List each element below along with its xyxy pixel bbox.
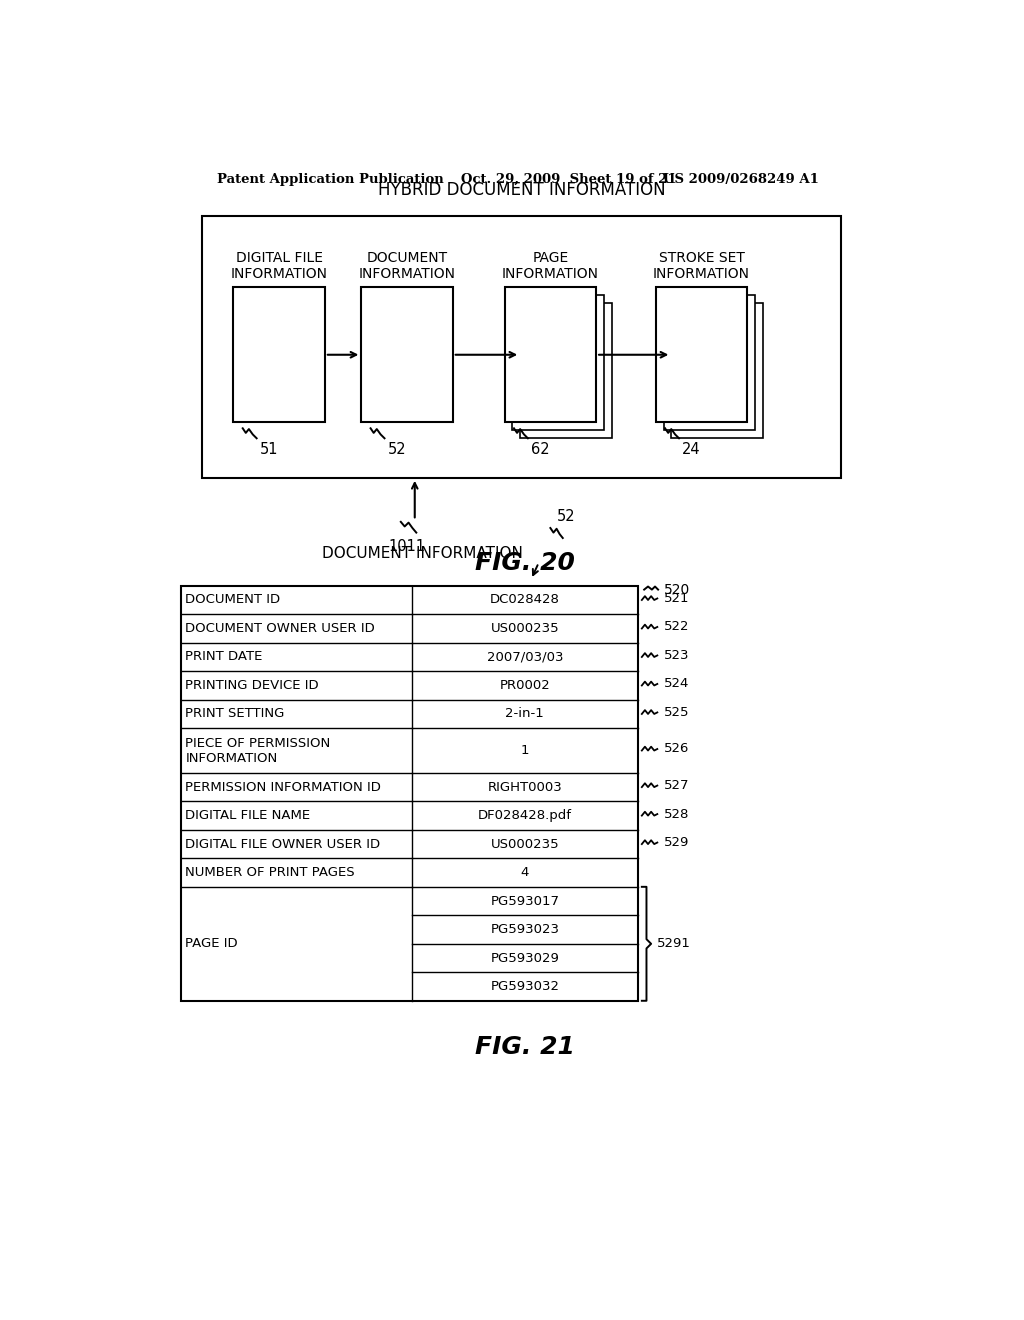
Text: 528: 528 — [664, 808, 689, 821]
Text: DOCUMENT OWNER USER ID: DOCUMENT OWNER USER ID — [185, 622, 375, 635]
Text: PR0002: PR0002 — [500, 678, 550, 692]
Text: PG593032: PG593032 — [490, 979, 559, 993]
Text: 529: 529 — [664, 836, 689, 849]
Text: Oct. 29, 2009  Sheet 19 of 21: Oct. 29, 2009 Sheet 19 of 21 — [461, 173, 677, 186]
Text: 51: 51 — [260, 442, 279, 457]
Text: 1011: 1011 — [388, 539, 426, 554]
Bar — [520, 302, 611, 437]
Text: FIG. 21: FIG. 21 — [475, 1035, 574, 1059]
Text: 524: 524 — [664, 677, 689, 690]
Text: 4: 4 — [520, 866, 529, 879]
Text: DF028428.pdf: DF028428.pdf — [478, 809, 571, 822]
Text: US000235: US000235 — [490, 838, 559, 850]
Text: RIGHT0003: RIGHT0003 — [487, 780, 562, 793]
Bar — [512, 296, 604, 430]
Text: 527: 527 — [664, 779, 689, 792]
Text: 525: 525 — [664, 706, 689, 719]
Text: PERMISSION INFORMATION ID: PERMISSION INFORMATION ID — [185, 780, 381, 793]
Text: PAGE ID: PAGE ID — [185, 937, 238, 950]
Bar — [672, 302, 763, 437]
Text: 24: 24 — [682, 442, 700, 457]
Bar — [505, 288, 596, 422]
Text: DOCUMENT ID: DOCUMENT ID — [185, 594, 281, 606]
Text: DC028428: DC028428 — [489, 594, 560, 606]
Text: PG593017: PG593017 — [490, 895, 559, 908]
Bar — [664, 296, 755, 430]
Text: 2-in-1: 2-in-1 — [506, 708, 544, 721]
Text: HYBRID DOCUMENT INFORMATION: HYBRID DOCUMENT INFORMATION — [378, 181, 666, 199]
Bar — [655, 288, 748, 422]
Text: 52: 52 — [557, 510, 575, 524]
Text: PG593023: PG593023 — [490, 923, 559, 936]
Bar — [361, 288, 453, 422]
Text: PG593029: PG593029 — [490, 952, 559, 965]
Text: PAGE
INFORMATION: PAGE INFORMATION — [502, 251, 599, 281]
Bar — [233, 288, 325, 422]
Text: 521: 521 — [664, 591, 689, 605]
Text: Patent Application Publication: Patent Application Publication — [217, 173, 443, 186]
Text: PRINTING DEVICE ID: PRINTING DEVICE ID — [185, 678, 318, 692]
Text: US 2009/0268249 A1: US 2009/0268249 A1 — [663, 173, 818, 186]
Text: 523: 523 — [664, 649, 689, 661]
Text: STROKE SET
INFORMATION: STROKE SET INFORMATION — [653, 251, 750, 281]
Text: DIGITAL FILE
INFORMATION: DIGITAL FILE INFORMATION — [230, 251, 328, 281]
Text: PRINT SETTING: PRINT SETTING — [185, 708, 285, 721]
Text: 1: 1 — [520, 744, 529, 758]
Text: 5291: 5291 — [657, 937, 691, 950]
Text: FIG. 20: FIG. 20 — [475, 550, 574, 574]
Text: DOCUMENT INFORMATION: DOCUMENT INFORMATION — [323, 546, 523, 561]
Text: 2007/03/03: 2007/03/03 — [486, 651, 563, 664]
Bar — [202, 216, 841, 478]
Text: 520: 520 — [665, 582, 690, 597]
Text: PIECE OF PERMISSION
INFORMATION: PIECE OF PERMISSION INFORMATION — [185, 737, 331, 764]
Text: DIGITAL FILE NAME: DIGITAL FILE NAME — [185, 809, 310, 822]
Text: DOCUMENT
INFORMATION: DOCUMENT INFORMATION — [358, 251, 456, 281]
Text: 526: 526 — [664, 742, 689, 755]
Text: US000235: US000235 — [490, 622, 559, 635]
Text: PRINT DATE: PRINT DATE — [185, 651, 263, 664]
Text: 62: 62 — [531, 442, 550, 457]
Text: NUMBER OF PRINT PAGES: NUMBER OF PRINT PAGES — [185, 866, 355, 879]
Text: 522: 522 — [664, 620, 689, 634]
Text: 52: 52 — [388, 442, 407, 457]
Bar — [180, 586, 638, 1001]
Text: DIGITAL FILE OWNER USER ID: DIGITAL FILE OWNER USER ID — [185, 838, 381, 850]
